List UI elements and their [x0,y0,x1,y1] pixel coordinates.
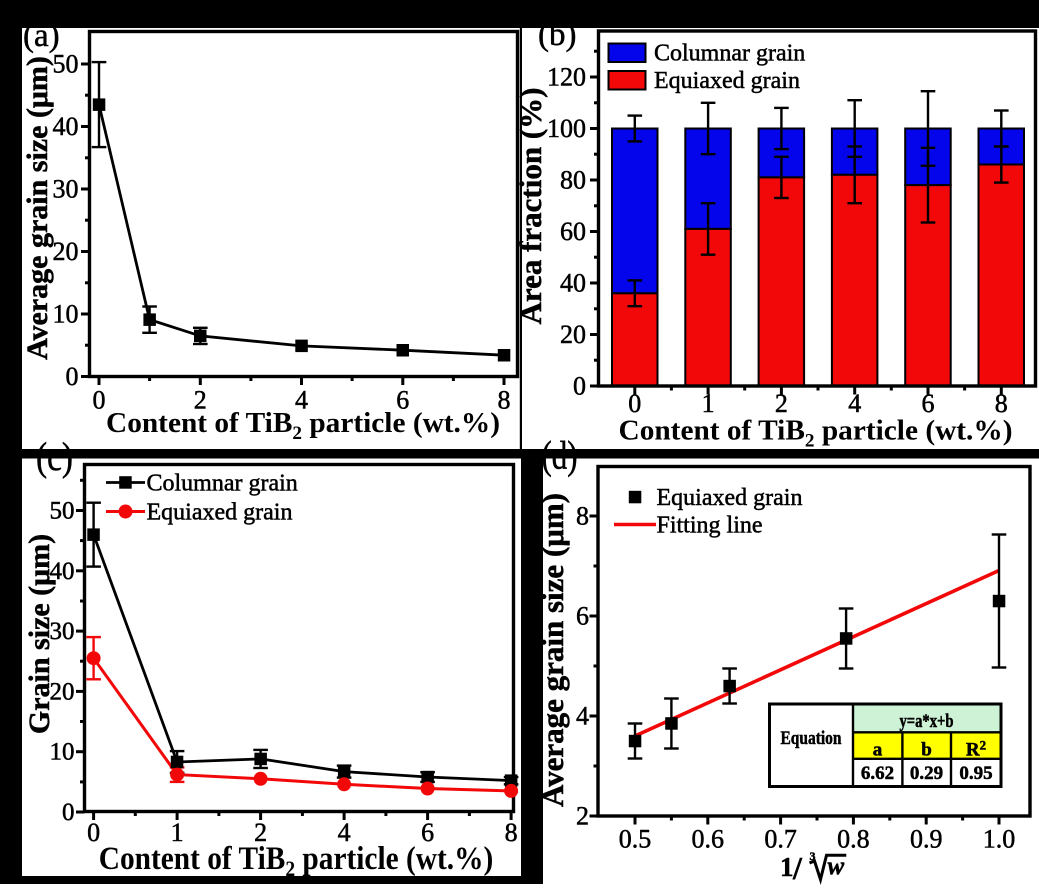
svg-text:Area fraction (%): Area fraction (%) [513,87,548,324]
svg-text:6.62: 6.62 [861,763,894,784]
svg-text:2: 2 [775,389,788,418]
svg-text:0: 0 [62,799,75,826]
svg-text:Equiaxed grain: Equiaxed grain [654,68,800,94]
svg-text:50: 50 [50,498,75,525]
svg-text:0.95: 0.95 [959,763,992,784]
svg-text:0.5: 0.5 [619,825,652,854]
svg-text:10: 10 [50,739,75,766]
svg-text:1.0: 1.0 [983,825,1016,854]
svg-text:Columnar grain: Columnar grain [147,471,298,497]
svg-text:100: 100 [547,114,586,143]
svg-text:Grain size (μm): Grain size (μm) [23,534,56,734]
svg-text:0: 0 [87,818,100,847]
svg-text:Equiaxed grain: Equiaxed grain [147,500,293,526]
svg-text:w: w [828,853,845,880]
svg-text:a: a [873,740,883,761]
svg-text:1: 1 [702,389,715,418]
svg-text:2: 2 [576,802,589,831]
svg-text:3: 3 [810,849,816,863]
svg-text:30: 30 [50,618,75,645]
svg-text:4: 4 [576,702,589,731]
svg-text:0: 0 [628,389,641,418]
svg-text:60: 60 [560,217,586,246]
svg-text:40: 40 [53,112,79,141]
svg-text:6: 6 [576,602,589,631]
svg-text:6: 6 [396,386,409,415]
svg-text:40: 40 [560,269,586,298]
svg-text:Content of TiB2 particle (wt.%: Content of TiB2 particle (wt.%) [619,415,1013,452]
svg-text:Content of TiB2 particle (wt.%: Content of TiB2 particle (wt.%) [106,407,500,444]
svg-text:0: 0 [66,362,79,391]
svg-text:0.7: 0.7 [764,825,797,854]
svg-text:0: 0 [573,372,586,401]
svg-text:10: 10 [53,300,79,329]
svg-text:50: 50 [53,50,79,79]
svg-text:20: 20 [53,237,79,266]
svg-text:4: 4 [295,386,308,415]
svg-text:Columnar grain: Columnar grain [654,41,805,67]
svg-text:20: 20 [50,678,75,705]
svg-text:20: 20 [560,320,586,349]
svg-text:40: 40 [50,558,75,585]
svg-text:b: b [921,740,932,761]
svg-text:y=a*x+b: y=a*x+b [900,711,954,732]
svg-text:1: 1 [780,852,794,882]
svg-text:Equiaxed grain: Equiaxed grain [657,485,803,511]
svg-text:Average grain size (μm): Average grain size (μm) [21,56,54,360]
svg-text:2: 2 [254,818,267,847]
svg-text:8: 8 [505,818,518,847]
svg-text:2: 2 [194,386,207,415]
svg-text:6: 6 [421,818,434,847]
svg-text:0: 0 [93,386,106,415]
svg-text:80: 80 [560,166,586,195]
svg-text:30: 30 [53,175,79,204]
svg-text:Equation: Equation [781,728,842,749]
svg-text:1: 1 [171,818,184,847]
svg-text:8: 8 [576,502,589,531]
svg-text:120: 120 [547,63,586,92]
svg-text:0.29: 0.29 [910,763,943,784]
svg-text:/: / [792,850,803,886]
svg-text:8: 8 [995,389,1008,418]
svg-text:4: 4 [338,818,351,847]
svg-text:0.6: 0.6 [692,825,725,854]
svg-text:6: 6 [922,389,935,418]
svg-text:4: 4 [848,389,861,418]
svg-text:0.9: 0.9 [910,825,943,854]
svg-text:Fitting line: Fitting line [657,513,763,539]
svg-text:0.8: 0.8 [837,825,870,854]
svg-text:8: 8 [498,386,511,415]
svg-text:Content of TiB2 particle (wt.%: Content of TiB2 particle (wt.%) [99,841,494,881]
